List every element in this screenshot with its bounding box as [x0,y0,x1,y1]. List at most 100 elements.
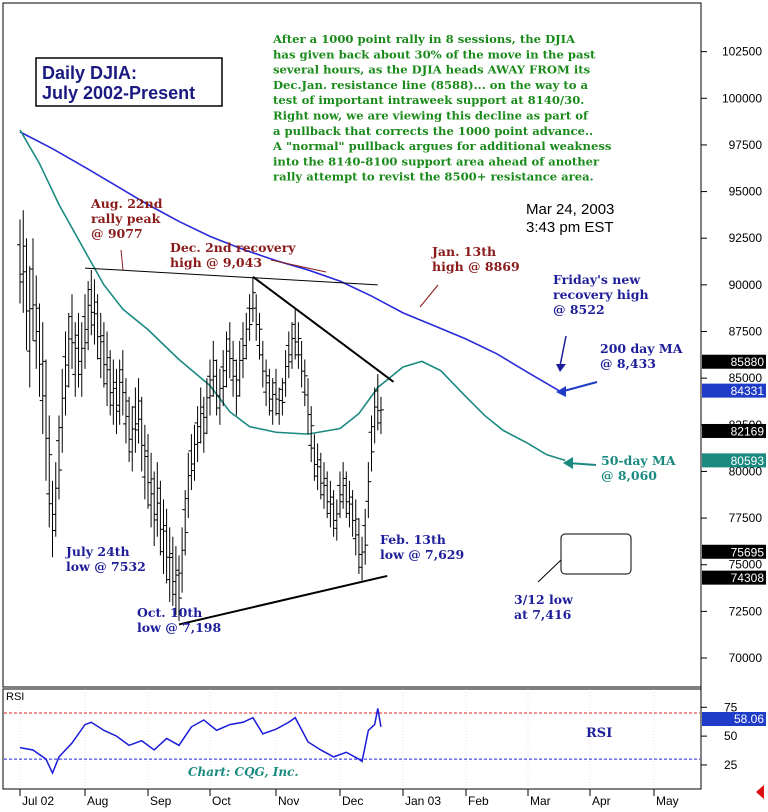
annotation-label: Jan. 13th high @ 8869 [431,244,520,274]
annotation-label: Friday's new recovery high @ 8522 [553,272,649,317]
y-tick-label: 75000 [729,558,763,572]
arrow-head-friday-high [556,364,566,372]
y-tick-label: 97500 [729,138,763,152]
text-line: a pullback that corrects the 1000 point … [273,124,593,138]
annotation-label: 200 day MA @ 8,433 [600,341,683,371]
arrow-friday-high [559,335,567,367]
annotation-label: Feb. 13th low @ 7,629 [380,532,464,562]
annotation-label: 3/12 low at 7,416 [514,592,574,622]
price-tag-box [702,453,766,468]
text-line: 3:43 pm EST [526,219,614,236]
price-tag-box [702,423,766,438]
leader-dec2 [270,259,327,273]
text-line: low @ 7532 [66,559,146,574]
text-line: July 24th [65,544,130,559]
commentary-text: After a 1000 point rally in 8 sessions, … [272,32,612,184]
price-tag-label: 82169 [731,424,765,438]
price-bars [17,210,384,622]
text-line: Jan. 13th [431,244,496,259]
y-tick-label: 100000 [722,91,762,105]
price-tag-box [702,354,766,369]
annotation-label: Aug. 22nd rally peak @ 9077 [90,196,163,241]
source-watermark: Chart: CQG, Inc. [188,765,299,779]
annotation-label: Oct. 10th low @ 7,198 [137,605,221,635]
text-line: Friday's new [553,272,641,287]
leader-jan13 [419,284,439,308]
timestamp: Mar 24, 2003 3:43 pm EST [526,201,614,236]
text-line: recovery high [553,287,649,302]
x-tick-label: Oct [212,794,231,808]
text-line: into the 8140-8100 support area ahead of… [273,154,600,168]
rsi-tick-label: 75 [724,700,738,714]
text-line: high @ 8869 [432,259,520,274]
text-line: rally peak [91,211,161,226]
x-tick-label: Nov [278,794,299,808]
text-line: After a 1000 point rally in 8 sessions, … [272,32,576,46]
text-line: 50-day MA [601,453,676,468]
trend-line [84,267,378,286]
text-line: high @ 9,043 [170,255,262,270]
rsi-series-label: RSI [586,726,612,741]
x-tick-label: Sep [150,794,172,808]
leader-aug22 [120,249,124,271]
arrow-200ma [559,381,598,393]
x-axis: Jul 02 Aug Sep Oct Nov Dec Jan 03 Feb Mar Apr May [19,789,679,808]
arrow-head-50ma [563,457,573,469]
scroll-left-arrow-icon[interactable] [756,785,764,799]
chart-title: Daily DJIA: July 2002-Present [42,63,195,103]
price-tags: 85880 84331 82169 80593 75695 74308 [702,354,766,585]
y-tick-label: 70000 [729,651,763,665]
y-tick-label: 92500 [729,231,763,245]
text-line: Right now, we are viewing this decline a… [273,109,589,123]
y-axis: 7000072500750007750080000825008500087500… [701,45,762,665]
x-tick-label: Jul 02 [22,794,54,808]
text-line: Feb. 13th [380,532,446,547]
x-tick-label: Apr [592,794,611,808]
title-box: Daily DJIA: July 2002-Present [35,57,223,107]
text-line: Dec.Jan. resistance line (8588)... on th… [273,78,589,92]
annotation-arrows [120,249,598,469]
x-tick-label: Feb [468,794,489,808]
series-line [19,131,560,392]
text-line: at 7,416 [514,607,572,622]
annotation-label: July 24th low @ 7532 [65,544,146,574]
trend-line [252,276,395,383]
rsi-tick-label: 25 [724,758,738,772]
rsi-panel-label: RSI [6,691,24,703]
text-line: low @ 7,198 [137,620,221,635]
y-tick-label: 87500 [729,325,763,339]
title-box-frame [35,57,223,107]
text-line: low @ 7,629 [380,547,464,562]
rsi-indicator: 25 50 75 RSI RSI 58.06 [4,691,766,775]
y-tick-label: 102500 [722,45,762,59]
trend-line [178,574,388,626]
text-line: several hours, as the DJIA heads AWAY FR… [273,63,591,77]
text-line: Daily DJIA: [42,63,137,83]
rsi-line [19,708,382,775]
y-tick-label: 80000 [729,464,763,478]
text-line: Mar 24, 2003 [526,201,614,218]
annotation-label: 50-day MA @ 8,060 [601,453,676,483]
text-line: test of important intraweek support at 8… [273,93,584,107]
text-line: Oct. 10th [137,605,202,620]
rsi-value-box [702,712,766,726]
annotation-label: Dec. 2nd recovery high @ 9,043 [170,240,296,270]
x-tick-label: Mar [530,794,551,808]
text-line: Aug. 22nd [90,196,163,211]
price-tag-label: 75695 [731,545,765,559]
text-line: Dec. 2nd recovery [170,240,296,255]
text-line: @ 8522 [553,302,605,317]
x-tick-label: Aug [87,794,108,808]
price-tag-box [702,544,766,559]
arrow-head-200ma [556,386,566,397]
x-tick-label: May [656,794,679,808]
price-tag-label: 84331 [731,384,765,398]
price-tag-box [702,570,766,585]
text-line: @ 8,433 [600,356,656,371]
x-tick-label: Jan 03 [405,794,441,808]
x-tick-label: Dec [342,794,363,808]
y-tick-label: 90000 [729,278,763,292]
